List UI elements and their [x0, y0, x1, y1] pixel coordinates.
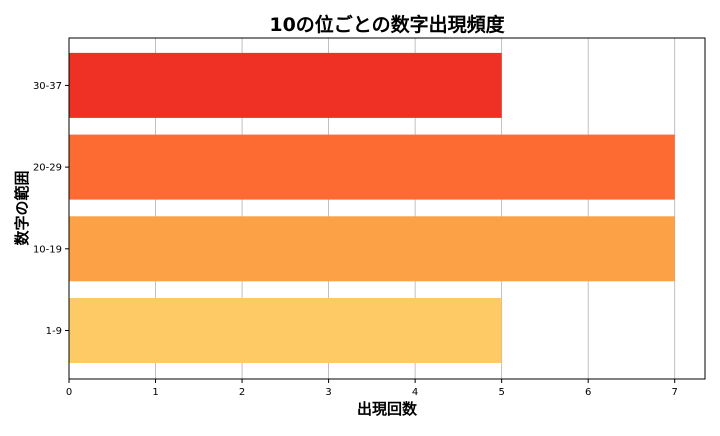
- bar-30-37: [69, 52, 502, 118]
- y-tick-label: 30-37: [33, 81, 62, 92]
- y-ticks: 1-9 10-19 20-29 30-37: [33, 81, 69, 337]
- bar-20-29: [69, 134, 675, 200]
- y-tick-label: 20-29: [33, 163, 62, 174]
- x-tick-label: 3: [325, 387, 331, 398]
- bar-10-19: [69, 216, 675, 282]
- x-tick-label: 4: [412, 387, 418, 398]
- x-ticks: 0 1 2 3 4 5 6 7: [66, 379, 678, 398]
- y-axis-label: 数字の範囲: [13, 170, 31, 245]
- bars: [69, 52, 675, 363]
- y-tick-label: 1-9: [46, 326, 62, 337]
- x-axis-label: 出現回数: [357, 400, 418, 418]
- x-tick-label: 0: [66, 387, 72, 398]
- plot-frame: [68, 37, 706, 380]
- y-tick-label: 10-19: [33, 244, 62, 255]
- bar-1-9: [69, 298, 502, 363]
- x-tick-label: 1: [152, 387, 158, 398]
- x-tick-label: 2: [239, 387, 245, 398]
- chart-title: 10の位ごとの数字出現頻度: [269, 13, 505, 36]
- x-tick-label: 6: [585, 387, 591, 398]
- x-tick-label: 5: [498, 387, 504, 398]
- x-tick-label: 7: [672, 387, 678, 398]
